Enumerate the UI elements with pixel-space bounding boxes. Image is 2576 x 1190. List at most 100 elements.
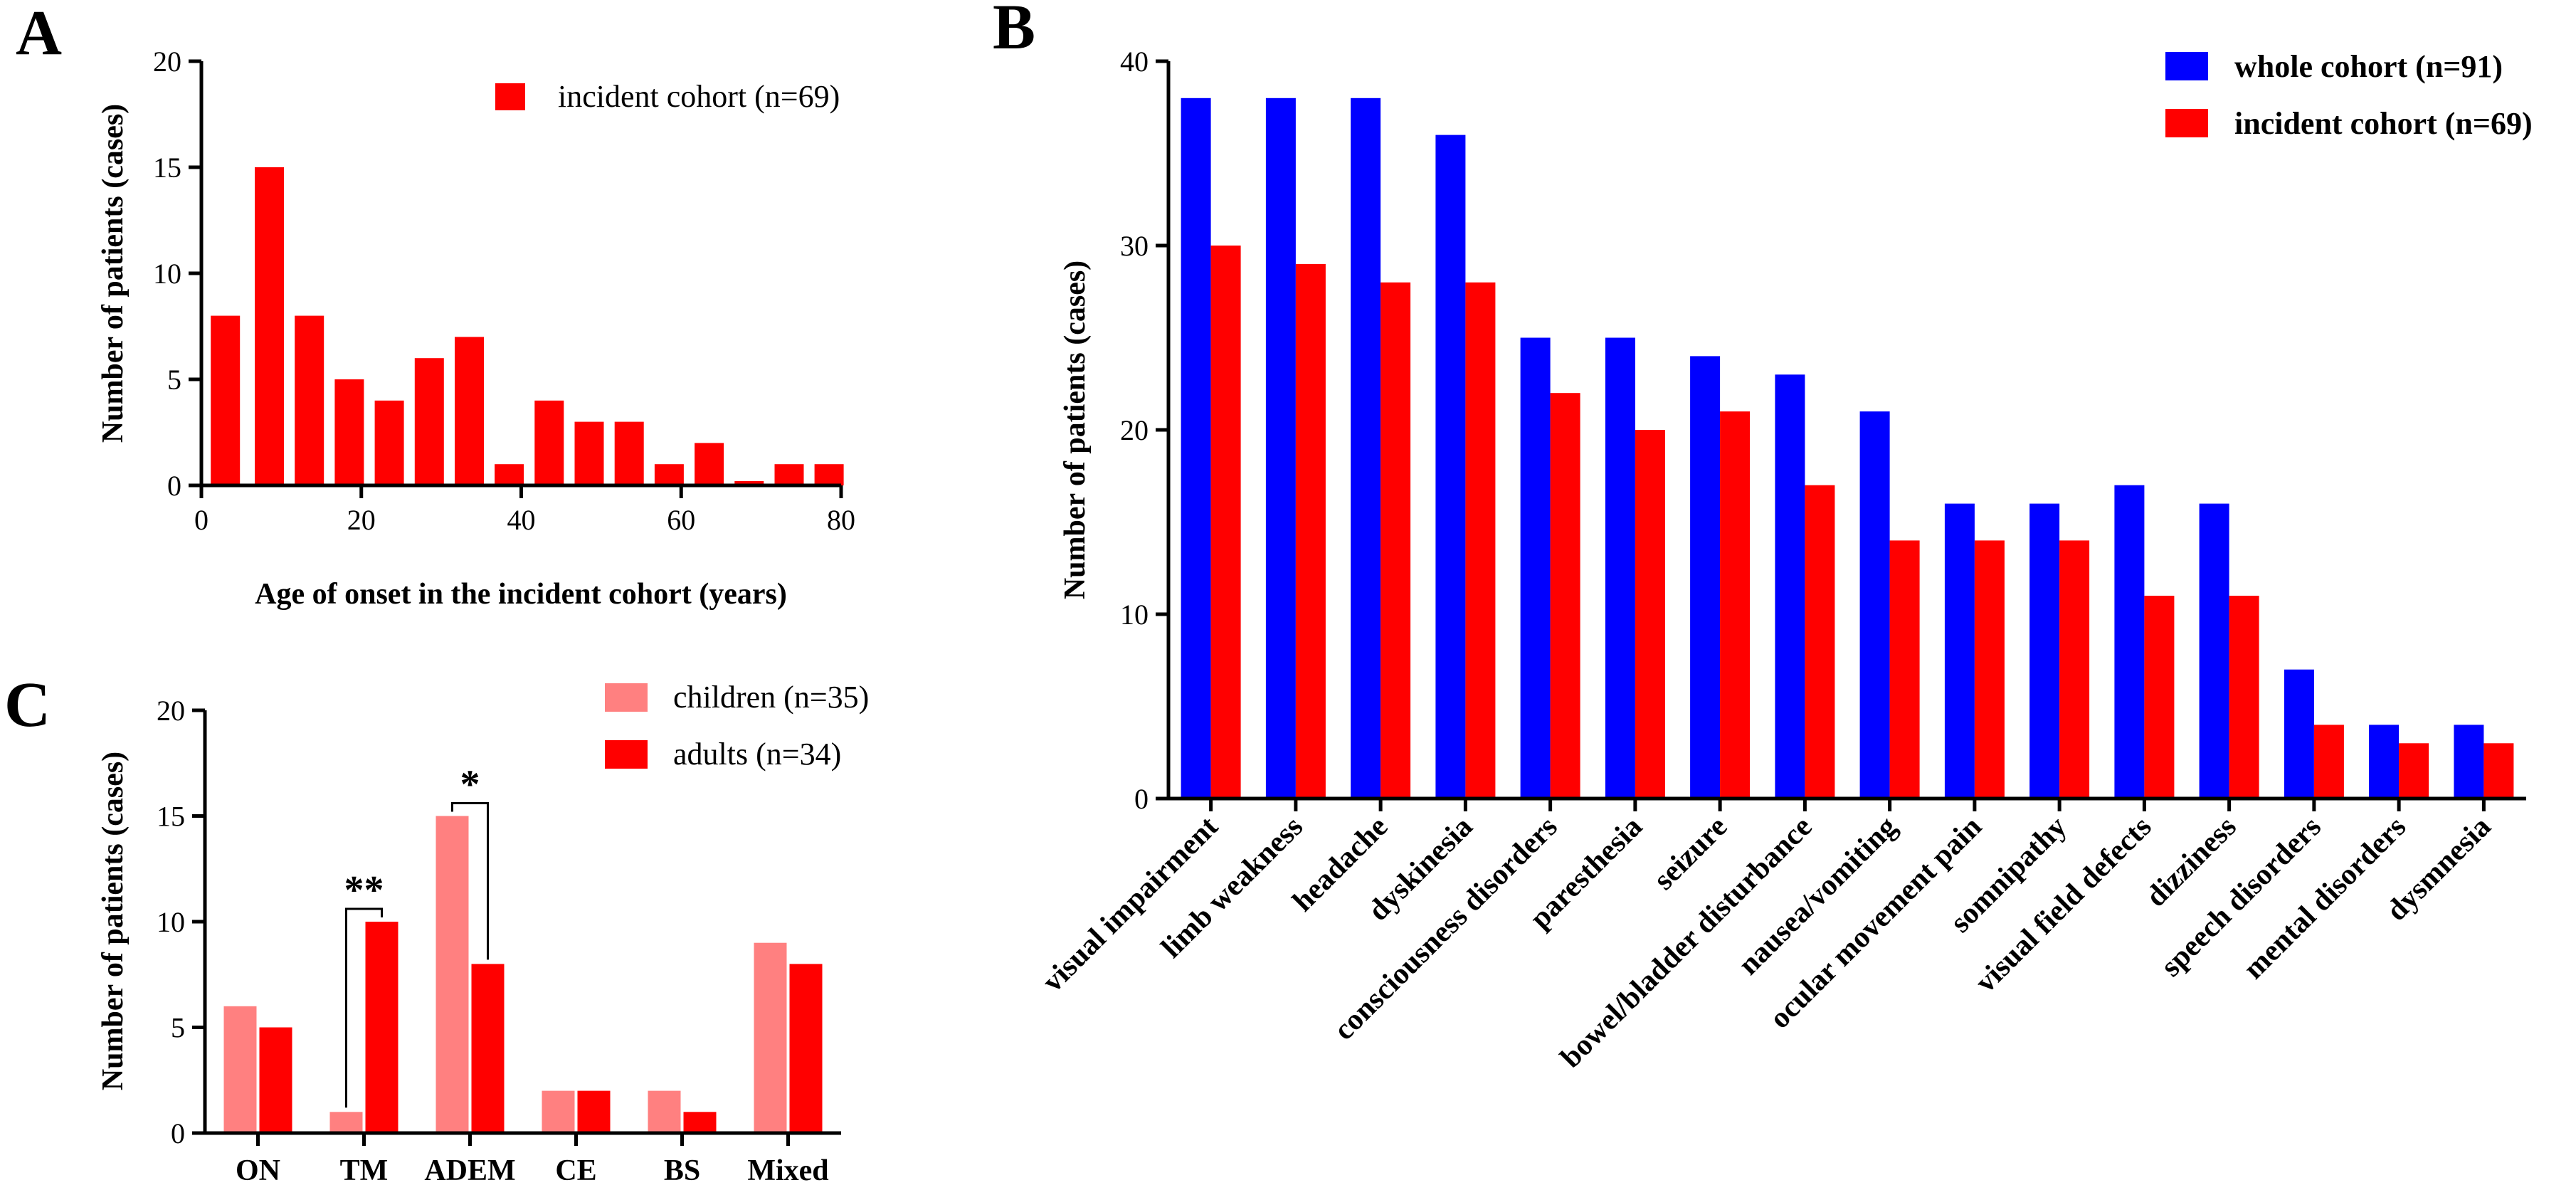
- chart-a-bar: [814, 464, 844, 485]
- chart-c-xtick-label: BS: [664, 1154, 700, 1187]
- chart-c-bar-adults: [471, 964, 505, 1133]
- chart-b-xtick-label: speech disorders: [2155, 811, 2328, 984]
- chart-b-bar-incident: [2059, 540, 2090, 799]
- chart-a-bar: [534, 400, 564, 485]
- chart-c-legend-label-adults: adults (n=34): [673, 737, 841, 772]
- chart-b-legend-label-incident: incident cohort (n=69): [2234, 106, 2533, 141]
- chart-a-legend-swatch: [495, 83, 525, 110]
- chart-b-bar-incident: [1805, 485, 1835, 799]
- chart-a-ytick-label: 20: [153, 46, 181, 78]
- chart-a-ytick-label: 0: [167, 470, 181, 502]
- chart-a-bar: [255, 167, 284, 485]
- chart-b-bar-whole: [2114, 485, 2145, 799]
- chart-c-bar-children: [648, 1090, 681, 1133]
- chart-b-xtick-label: seizure: [1647, 811, 1733, 897]
- chart-b-bar-incident: [2229, 596, 2259, 799]
- chart-c-bar-children: [329, 1112, 363, 1133]
- chart-a-bar: [614, 421, 644, 485]
- chart-b-bar-whole: [1605, 337, 1635, 799]
- chart-b-bar-whole: [1435, 135, 1466, 799]
- chart-a-bar: [695, 443, 724, 485]
- chart-b-bar-incident: [1295, 263, 1326, 799]
- chart-c-bar-children: [436, 816, 469, 1133]
- chart-c-ylabel: Number of patients (cases): [97, 752, 130, 1090]
- chart-c-bar-children: [754, 942, 787, 1133]
- chart-a-bar: [211, 315, 241, 485]
- chart-c-significance-label: *: [460, 763, 480, 807]
- chart-a-legend-label: incident cohort (n=69): [558, 79, 840, 114]
- chart-c-bar-adults: [259, 1027, 292, 1133]
- chart-c-axes: [203, 710, 841, 1135]
- chart-a-xtick-label: 20: [347, 504, 376, 536]
- chart-a-bar: [455, 337, 484, 485]
- chart-c-legend-swatch-children: [605, 683, 648, 712]
- chart-b-ytick-label: 30: [1120, 230, 1149, 262]
- chart-a-ytick-label: 5: [167, 364, 181, 396]
- chart-c-legend-label-children: children (n=35): [673, 680, 869, 715]
- chart-b-bar-whole: [1775, 374, 1805, 799]
- chart-b-bar-incident: [1381, 282, 1411, 799]
- chart-a-bar: [734, 481, 764, 485]
- chart-c-bar-adults: [577, 1090, 611, 1133]
- chart-b-bar-incident: [1550, 393, 1580, 799]
- chart-c-ytick-label: 0: [171, 1117, 185, 1149]
- chart-c-ytick-label: 15: [157, 801, 185, 833]
- chart-c-significance-label: **: [344, 868, 384, 912]
- chart-b-bar-whole: [1520, 337, 1551, 799]
- chart-b-bar-incident: [2483, 743, 2514, 799]
- chart-a-xtick-label: 0: [194, 504, 208, 536]
- chart-b-legend-swatch-incident: [2165, 109, 2208, 137]
- chart-c-ytick-label: 10: [157, 906, 185, 938]
- chart-c-bar-adults: [365, 922, 398, 1133]
- chart-b-bar-whole: [1181, 98, 1211, 799]
- chart-b-bar-whole: [1690, 356, 1721, 799]
- chart-a-ytick-label: 10: [153, 258, 181, 290]
- chart-a-bar: [295, 315, 324, 485]
- panel-label-b: B: [993, 0, 1035, 63]
- chart-b-bar-whole: [1859, 411, 1890, 799]
- chart-b-bar-whole: [2369, 725, 2400, 799]
- chart-c-xtick-label: CE: [555, 1154, 596, 1187]
- chart-c-bar-children: [223, 1006, 257, 1133]
- chart-b-bar-whole: [2284, 669, 2314, 799]
- chart-b-ytick-label: 40: [1120, 46, 1149, 78]
- chart-c-xtick-label: ADEM: [424, 1154, 515, 1187]
- chart-c-ytick-label: 5: [171, 1012, 185, 1044]
- chart-b-bar-incident: [2399, 743, 2429, 799]
- chart-c-xtick-label: Mixed: [747, 1154, 828, 1187]
- chart-b-bar-incident: [1210, 246, 1241, 799]
- chart-b-bar-incident: [2313, 725, 2344, 799]
- chart-a-bar: [374, 400, 404, 485]
- chart-b-bar-whole: [2454, 725, 2484, 799]
- chart-c-significance-bracket: [451, 802, 489, 960]
- panel-label-a: A: [16, 0, 62, 68]
- chart-b-bar-incident: [1635, 430, 1665, 799]
- chart-b-bar-incident: [1720, 411, 1751, 799]
- chart-a-xtick-label: 60: [667, 504, 695, 536]
- chart-c-xtick-label: ON: [236, 1154, 280, 1187]
- chart-b-ylabel: Number of patients (cases): [1059, 260, 1092, 599]
- chart-b-bar-incident: [1889, 540, 1920, 799]
- chart-b-xtick-label: nausea/vomiting: [1732, 811, 1903, 981]
- chart-a-ylabel: Number of patients (cases): [97, 104, 130, 443]
- chart-c-bar-children: [542, 1090, 575, 1133]
- chart-a-bar: [574, 421, 604, 485]
- chart-b-bar-whole: [2199, 503, 2229, 799]
- panel-label-c: C: [4, 670, 51, 740]
- chart-b-bar-incident: [1974, 540, 2005, 799]
- chart-b-bar-whole: [1265, 98, 1296, 799]
- chart-b-ytick-label: 20: [1120, 414, 1149, 446]
- chart-a-bar: [334, 379, 364, 485]
- chart-b-bar-whole: [1351, 98, 1381, 799]
- chart-b-bar-incident: [1465, 282, 1496, 799]
- chart-a-xlabel: Age of onset in the incident cohort (yea…: [255, 578, 787, 611]
- chart-c-bar-adults: [789, 964, 823, 1133]
- chart-b-legend-label-whole: whole cohort (n=91): [2234, 49, 2503, 84]
- chart-a-bar: [495, 464, 524, 485]
- chart-c-xtick-label: TM: [340, 1154, 389, 1187]
- chart-a-bar: [414, 358, 444, 485]
- chart-a-bar: [774, 464, 804, 485]
- chart-b-bar-whole: [2029, 503, 2060, 799]
